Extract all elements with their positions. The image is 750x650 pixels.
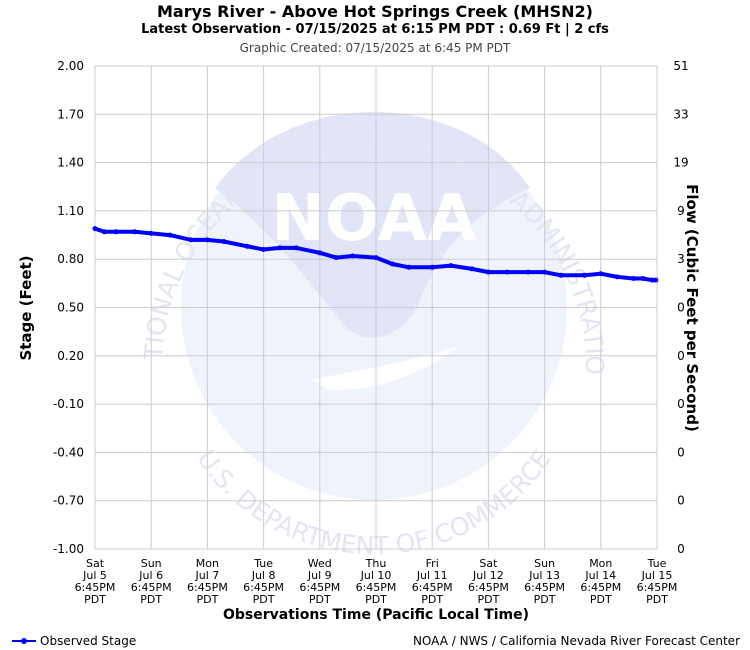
y-tick-label: 2.00 <box>57 59 84 73</box>
data-point <box>469 266 475 272</box>
y2-tick-label: 33 <box>673 107 688 121</box>
watermark-logo-text: NOAA <box>271 182 477 256</box>
data-point <box>204 237 210 243</box>
data-point <box>317 250 323 256</box>
legend: Observed Stage <box>12 634 136 648</box>
x-tick-label: Sat Jul 12 6:45PM PDT <box>468 557 509 606</box>
x-tick-label: Sat Jul 5 6:45PM PDT <box>75 557 116 606</box>
data-point <box>277 245 283 251</box>
y2-tick-label: 9 <box>677 204 685 218</box>
data-point <box>188 237 194 243</box>
legend-line-icon <box>12 638 36 644</box>
y-tick-label: 0.20 <box>57 349 84 363</box>
y2-tick-label: 0 <box>677 445 685 459</box>
y2-tick-label: 0 <box>677 494 685 508</box>
data-point <box>350 253 356 259</box>
y-tick-label: -1.00 <box>53 542 84 556</box>
credit-text: NOAA / NWS / California Nevada River For… <box>412 634 740 648</box>
data-point <box>167 232 173 238</box>
series-line-observed-stage <box>94 226 656 283</box>
data-point <box>631 276 637 281</box>
y-axis-label: Stage (Feet) <box>17 255 35 361</box>
noaa-watermark-icon: NOAANATIONAL OCEANIC AND ATMOSPHERIC ADM… <box>0 0 609 561</box>
data-point <box>333 255 339 261</box>
y2-axis-label: Flow (Cubic Feet per Second) <box>683 184 701 432</box>
data-point <box>244 243 250 249</box>
data-point <box>598 271 604 277</box>
y2-tick-label: 0 <box>677 301 685 315</box>
data-point <box>389 261 395 267</box>
x-axis-label: Observations Time (Pacific Local Time) <box>223 607 529 623</box>
data-point <box>581 272 587 278</box>
data-point <box>113 229 119 235</box>
x-tick-label: Tue Jul 8 6:45PM PDT <box>243 557 284 606</box>
data-point <box>373 255 379 261</box>
data-point <box>614 274 620 280</box>
data-point <box>525 269 531 275</box>
x-tick-label: Mon Jul 7 6:45PM PDT <box>187 557 228 606</box>
x-tick-label: Fri Jul 11 6:45PM PDT <box>412 557 453 606</box>
data-point <box>261 247 267 252</box>
graphic-created: Graphic Created: 07/15/2025 at 6:45 PM P… <box>239 41 511 55</box>
data-point <box>640 276 646 281</box>
y2-tick-label: 0 <box>677 397 685 411</box>
watermark-bird-icon <box>215 112 530 338</box>
y2-tick-label: 19 <box>673 156 688 170</box>
legend-label-observed: Observed Stage <box>40 634 137 648</box>
latest-observation: Latest Observation - 07/15/2025 at 6:15 … <box>141 22 609 37</box>
x-tick-label: Wed Jul 9 6:45PM PDT <box>299 557 340 606</box>
y-tick-label: -0.40 <box>53 445 84 459</box>
chart-title: Marys River - Above Hot Springs Creek (M… <box>157 2 593 21</box>
data-point <box>653 277 659 283</box>
x-tick-label: Mon Jul 14 6:45PM PDT <box>580 557 621 606</box>
y-tick-label: -0.70 <box>53 494 84 508</box>
y2-tick-label: 51 <box>673 59 688 73</box>
data-point <box>558 272 564 278</box>
data-point <box>485 269 491 275</box>
y-tick-label: 1.40 <box>57 156 84 170</box>
x-tick-label: Tue Jul 15 6:45PM PDT <box>637 557 678 606</box>
x-tick-label: Sun Jul 6 6:45PM PDT <box>131 557 172 606</box>
data-point <box>148 230 154 236</box>
watermark-wave-icon <box>310 345 460 391</box>
y2-tick-label: 0 <box>677 349 685 363</box>
x-tick-label: Sun Jul 13 6:45PM PDT <box>524 557 565 606</box>
y2-tick-label: 3 <box>677 252 685 266</box>
data-point <box>504 269 510 275</box>
y-tick-label: -0.10 <box>53 397 84 411</box>
data-point <box>649 277 655 283</box>
data-point <box>101 229 107 235</box>
data-point <box>542 269 548 275</box>
y-tick-label: 0.50 <box>57 301 84 315</box>
data-point <box>429 264 435 270</box>
y2-tick-label: 0 <box>677 542 685 556</box>
data-point <box>132 229 138 235</box>
data-point <box>92 226 98 232</box>
data-point <box>293 245 299 251</box>
x-tick-label: Thu Jul 10 6:45PM PDT <box>356 557 397 606</box>
data-point <box>448 263 454 269</box>
data-point <box>406 264 412 270</box>
data-point <box>221 239 227 244</box>
y-tick-label: 1.10 <box>57 204 84 218</box>
y-tick-label: 0.80 <box>57 252 84 266</box>
y-tick-label: 1.70 <box>57 107 84 121</box>
